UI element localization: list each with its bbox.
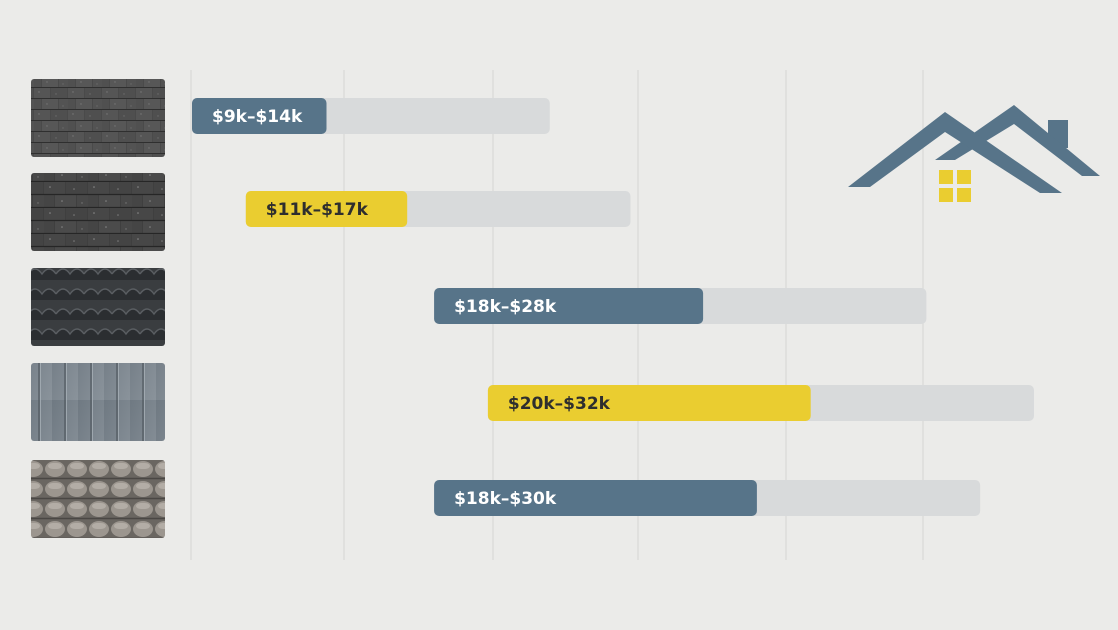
stone-coated-steel-texture (31, 268, 165, 346)
price-bar (192, 98, 327, 134)
standing-seam-metal-texture (31, 363, 165, 441)
price-bar (434, 480, 757, 516)
price-range-label: $9k–$14k (212, 107, 303, 127)
price-range-label: $18k–$28k (454, 297, 557, 317)
price-range-label: $11k–$17k (266, 200, 369, 220)
house-window-icon (939, 170, 971, 202)
price-bars: $9k–$14k $11k–$17k $18k–$28k $20k–$32k $18k–… (192, 98, 1034, 516)
architectural-shingle-texture (31, 173, 165, 251)
asphalt-shingle-texture (31, 79, 165, 157)
house-front-roof (848, 112, 1062, 193)
price-bar (487, 385, 811, 421)
clay-tile-texture (31, 460, 165, 538)
material-swatches (31, 79, 165, 538)
house-roof-icon (848, 105, 1100, 202)
price-range-label: $20k–$32k (508, 394, 611, 414)
price-bar (434, 288, 704, 324)
price-bar (245, 191, 408, 227)
price-range-label: $18k–$30k (454, 489, 557, 509)
